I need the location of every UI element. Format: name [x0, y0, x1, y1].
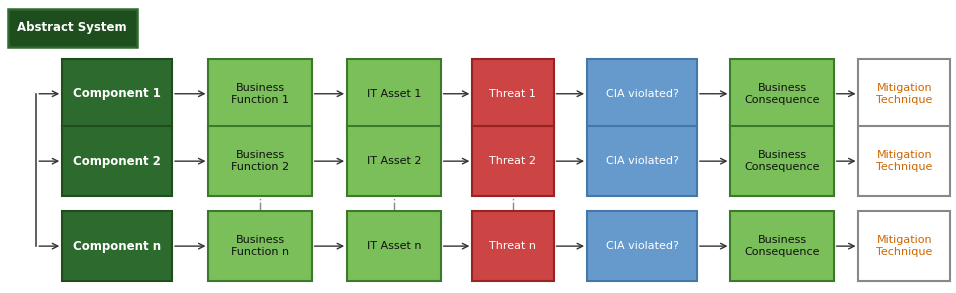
Text: IT Asset 1: IT Asset 1 — [367, 89, 421, 99]
FancyBboxPatch shape — [587, 59, 697, 129]
FancyBboxPatch shape — [62, 126, 172, 196]
Text: CIA violated?: CIA violated? — [605, 241, 679, 251]
Text: IT Asset 2: IT Asset 2 — [366, 156, 422, 166]
FancyBboxPatch shape — [472, 211, 554, 281]
Text: Business
Function 2: Business Function 2 — [231, 150, 289, 172]
FancyBboxPatch shape — [858, 211, 950, 281]
Text: IT Asset n: IT Asset n — [366, 241, 422, 251]
FancyBboxPatch shape — [587, 126, 697, 196]
FancyBboxPatch shape — [208, 59, 312, 129]
Text: Component 1: Component 1 — [74, 87, 161, 100]
FancyBboxPatch shape — [62, 211, 172, 281]
FancyBboxPatch shape — [858, 126, 950, 196]
Text: Business
Consequence: Business Consequence — [745, 83, 819, 105]
FancyBboxPatch shape — [472, 59, 554, 129]
Text: Threat 1: Threat 1 — [489, 89, 536, 99]
Text: Business
Function 1: Business Function 1 — [231, 83, 289, 105]
Text: Threat n: Threat n — [489, 241, 536, 251]
Text: Mitigation
Technique: Mitigation Technique — [877, 235, 932, 257]
Text: Business
Consequence: Business Consequence — [745, 235, 819, 257]
FancyBboxPatch shape — [62, 59, 172, 129]
FancyBboxPatch shape — [858, 59, 950, 129]
FancyBboxPatch shape — [472, 126, 554, 196]
Text: Mitigation
Technique: Mitigation Technique — [877, 83, 932, 105]
Text: CIA violated?: CIA violated? — [605, 89, 679, 99]
Text: Component 2: Component 2 — [74, 155, 161, 168]
Text: CIA violated?: CIA violated? — [605, 156, 679, 166]
Text: Threat 2: Threat 2 — [489, 156, 536, 166]
FancyBboxPatch shape — [587, 211, 697, 281]
FancyBboxPatch shape — [8, 9, 137, 47]
FancyBboxPatch shape — [347, 59, 441, 129]
Text: Business
Consequence: Business Consequence — [745, 150, 819, 172]
FancyBboxPatch shape — [347, 211, 441, 281]
Text: Mitigation
Technique: Mitigation Technique — [877, 150, 932, 172]
FancyBboxPatch shape — [208, 211, 312, 281]
Text: Business
Function n: Business Function n — [231, 235, 289, 257]
FancyBboxPatch shape — [208, 126, 312, 196]
FancyBboxPatch shape — [347, 126, 441, 196]
FancyBboxPatch shape — [730, 59, 834, 129]
FancyBboxPatch shape — [730, 126, 834, 196]
Text: Abstract System: Abstract System — [17, 21, 127, 34]
FancyBboxPatch shape — [730, 211, 834, 281]
Text: Component n: Component n — [73, 240, 162, 253]
